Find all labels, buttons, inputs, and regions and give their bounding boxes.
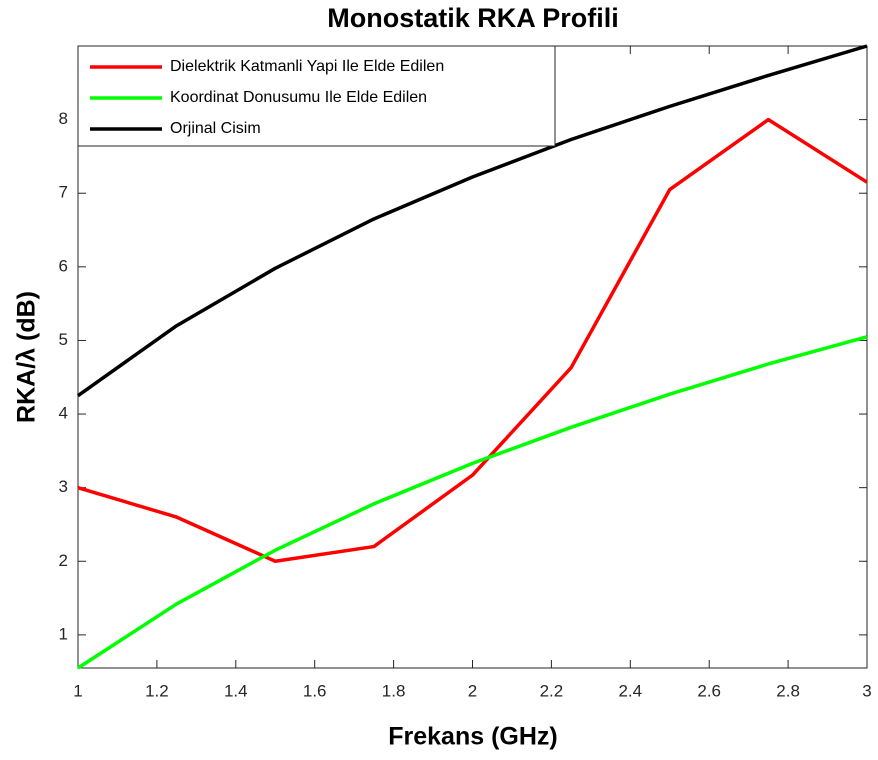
y-tick-label: 8 [59, 109, 68, 128]
x-axis-label: Frekans (GHz) [388, 723, 557, 751]
x-tick-label: 1.8 [382, 681, 406, 700]
legend-label: Orjinal Cisim [170, 120, 261, 137]
data-line [77, 117, 868, 564]
x-tick-label: 1.2 [145, 681, 169, 700]
y-axis-label: RKA/λ (dB) [13, 291, 41, 423]
data-line [77, 335, 868, 670]
y-tick-label: 6 [59, 256, 68, 275]
x-tick-label: 2.8 [776, 681, 800, 700]
y-tick-label: 4 [59, 404, 68, 423]
data-line [76, 44, 868, 398]
x-tick-label: 1.4 [224, 681, 248, 700]
plot-area [77, 45, 868, 669]
x-tick-label: 2 [468, 681, 477, 700]
y-tick-label: 1 [59, 624, 68, 643]
y-tick-label: 2 [59, 551, 68, 570]
legend-label: Dielektrik Katmanli Yapi Ile Elde Edilen [170, 58, 444, 75]
x-tick-label: 2.6 [697, 681, 721, 700]
y-tick-label: 5 [59, 330, 68, 349]
y-tick-label: 3 [59, 477, 68, 496]
x-tick-label: 2.4 [618, 681, 642, 700]
x-tick-label: 1.6 [303, 681, 327, 700]
x-tick-label: 1 [73, 681, 82, 700]
x-tick-label: 2.2 [540, 681, 564, 700]
chart-title: Monostatik RKA Profili [327, 3, 619, 33]
x-tick-label: 3 [862, 681, 871, 700]
y-tick-label: 7 [59, 183, 68, 202]
legend-label: Koordinat Donusumu Ile Elde Edilen [170, 89, 427, 106]
